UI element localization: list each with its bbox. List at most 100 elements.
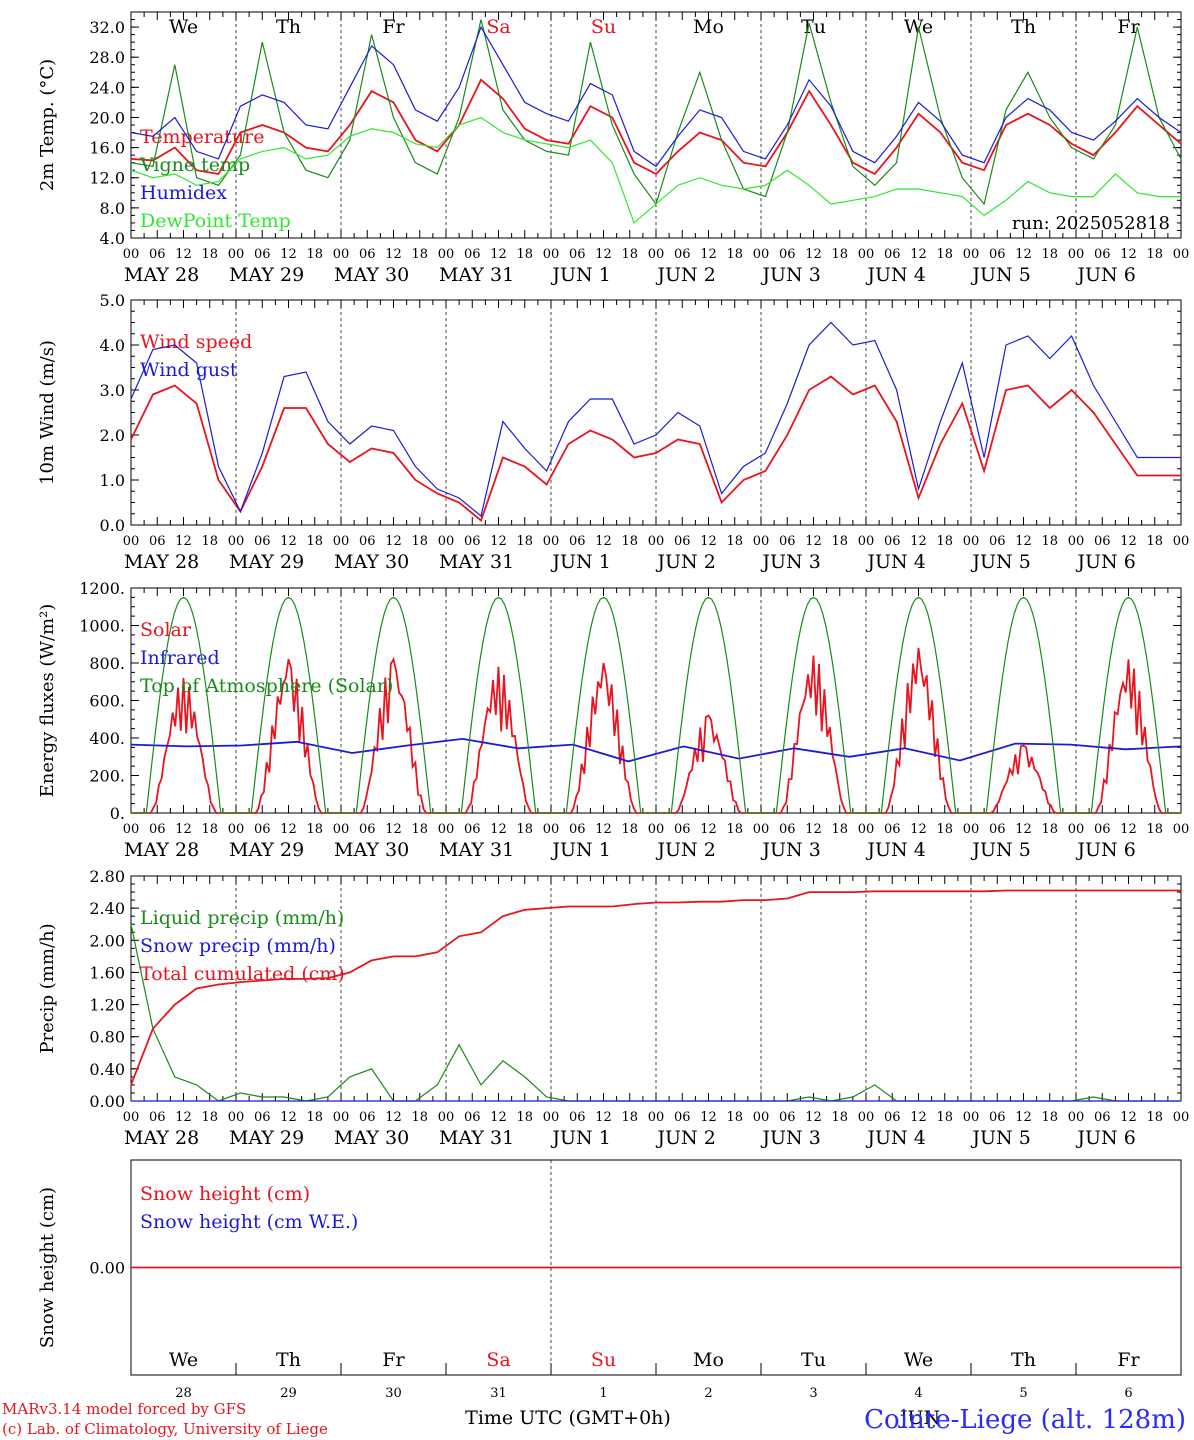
date-label: MAY 30 <box>334 839 409 861</box>
hour-tick-label: 00 <box>438 1110 455 1125</box>
hour-tick-label: 00 <box>753 1110 770 1125</box>
date-label: JUN 2 <box>655 551 715 573</box>
station-name: Cointe-Liege (alt. 128m) <box>864 1405 1186 1435</box>
y-axis-title: 10m Wind (m/s) <box>37 340 58 485</box>
series-precip-2 <box>130 889 1181 1086</box>
legend-wind-1: Wind gust <box>140 359 238 381</box>
weekday-label: Th <box>276 16 301 38</box>
hour-tick-label: 00 <box>753 534 770 549</box>
y-tick-label: 800. <box>89 654 125 673</box>
hour-tick-label: 18 <box>1146 822 1163 837</box>
hour-tick-label: 12 <box>700 534 717 549</box>
hour-tick-label: 00 <box>543 247 560 262</box>
hour-tick-label: 18 <box>726 822 743 837</box>
weekday-label: Fr <box>1117 16 1140 38</box>
hour-tick-label: 00 <box>123 247 140 262</box>
hour-tick-label: 06 <box>779 534 796 549</box>
date-label: JUN 6 <box>1075 839 1135 861</box>
hour-tick-label: 00 <box>228 247 245 262</box>
hour-tick-label: 06 <box>1094 247 1111 262</box>
panel-precip: 00 06 12 18 00 06 12 18 00 06 12 18 00 06 12 18 00 06 12 18… <box>37 867 1189 1149</box>
hour-tick-label: 06 <box>674 1110 691 1125</box>
hour-tick-label: 06 <box>149 822 166 837</box>
y-tick-label: 600. <box>89 692 125 711</box>
hour-tick-label: 12 <box>490 534 507 549</box>
date-label: JUN 1 <box>550 264 610 286</box>
hour-tick-label: 00 <box>123 534 140 549</box>
y-tick-label: 0. <box>110 804 125 823</box>
weekday-label: Fr <box>382 1349 405 1371</box>
hour-tick-label: 00 <box>228 534 245 549</box>
y-tick-label: 1.0 <box>100 471 125 490</box>
y-tick-label: 0.40 <box>89 1060 125 1079</box>
date-label: JUN 1 <box>550 839 610 861</box>
hour-tick-label: 18 <box>516 534 533 549</box>
hour-tick-label: 06 <box>884 1110 901 1125</box>
legend-precip-0: Liquid precip (mm/h) <box>140 907 344 929</box>
hour-tick-label: 18 <box>726 534 743 549</box>
weekday-label: We <box>169 1349 198 1371</box>
date-label: JUN 3 <box>760 1127 820 1149</box>
hour-tick-label: 00 <box>543 534 560 549</box>
y-tick-label: 2.00 <box>89 931 125 950</box>
hour-tick-label: 12 <box>1120 1110 1137 1125</box>
hour-tick-label: 00 <box>1068 1110 1085 1125</box>
hour-tick-label: 00 <box>1068 822 1085 837</box>
hour-tick-label: 06 <box>884 534 901 549</box>
date-label: MAY 31 <box>439 1127 514 1149</box>
hour-tick-label: 00 <box>1173 534 1190 549</box>
day-number-label: 4 <box>914 1386 922 1401</box>
hour-tick-label: 18 <box>1146 247 1163 262</box>
hour-tick-label: 06 <box>464 534 481 549</box>
panel-snow: We Th Fr Sa Su Mo Tu We Th Fr 28 29 30 31 1 2 3 4 5 6 0.00 Sn… <box>37 1159 1182 1401</box>
hour-tick-label: 18 <box>516 1110 533 1125</box>
hour-tick-label: 00 <box>753 247 770 262</box>
hour-tick-label: 18 <box>936 247 953 262</box>
weekday-label: We <box>904 1349 933 1371</box>
hour-tick-label: 12 <box>700 247 717 262</box>
hour-tick-label: 06 <box>884 822 901 837</box>
day-number-label: 6 <box>1124 1386 1132 1401</box>
hour-tick-label: 00 <box>858 822 875 837</box>
hour-tick-label: 18 <box>201 247 218 262</box>
hour-tick-label: 00 <box>648 247 665 262</box>
hour-tick-label: 12 <box>385 247 402 262</box>
date-label: MAY 31 <box>439 839 514 861</box>
hour-tick-label: 18 <box>1041 247 1058 262</box>
hour-tick-label: 12 <box>175 247 192 262</box>
date-label: JUN 6 <box>1075 1127 1135 1149</box>
y-tick-label: 1000. <box>79 617 125 636</box>
y-tick-label: 4.0 <box>100 229 125 248</box>
hour-tick-label: 06 <box>359 534 376 549</box>
panel-frame <box>130 587 1182 814</box>
weekday-label: Mo <box>693 1349 724 1371</box>
date-label: MAY 29 <box>229 551 304 573</box>
y-tick-label: 400. <box>89 729 125 748</box>
hour-tick-label: 12 <box>1015 822 1032 837</box>
hour-tick-label: 00 <box>753 822 770 837</box>
legend-snow-0: Snow height (cm) <box>140 1183 310 1205</box>
hour-tick-label: 18 <box>936 534 953 549</box>
y-tick-label: 20.0 <box>89 108 125 127</box>
hour-tick-label: 12 <box>280 1110 297 1125</box>
hour-tick-label: 00 <box>858 534 875 549</box>
hour-tick-label: 00 <box>963 822 980 837</box>
date-label: JUN 1 <box>550 1127 610 1149</box>
y-axis-title: Precip (mm/h) <box>37 923 58 1053</box>
hour-tick-label: 18 <box>411 534 428 549</box>
panel-energy: 00 06 12 18 00 06 12 18 00 06 12 18 00 06 12 18 00 06 12 18… <box>37 579 1189 861</box>
weekday-label: Th <box>276 1349 301 1371</box>
hour-tick-label: 06 <box>254 534 271 549</box>
weekday-label: Tu <box>801 1349 826 1371</box>
hour-tick-label: 18 <box>306 247 323 262</box>
hour-tick-label: 18 <box>201 1110 218 1125</box>
date-label: JUN 1 <box>550 551 610 573</box>
hour-tick-label: 00 <box>1068 247 1085 262</box>
hour-tick-label: 06 <box>1094 822 1111 837</box>
hour-tick-label: 06 <box>779 1110 796 1125</box>
hour-tick-label: 06 <box>569 247 586 262</box>
hour-tick-label: 06 <box>989 247 1006 262</box>
hour-tick-label: 12 <box>805 247 822 262</box>
hour-tick-label: 06 <box>254 1110 271 1125</box>
hour-tick-label: 12 <box>910 822 927 837</box>
